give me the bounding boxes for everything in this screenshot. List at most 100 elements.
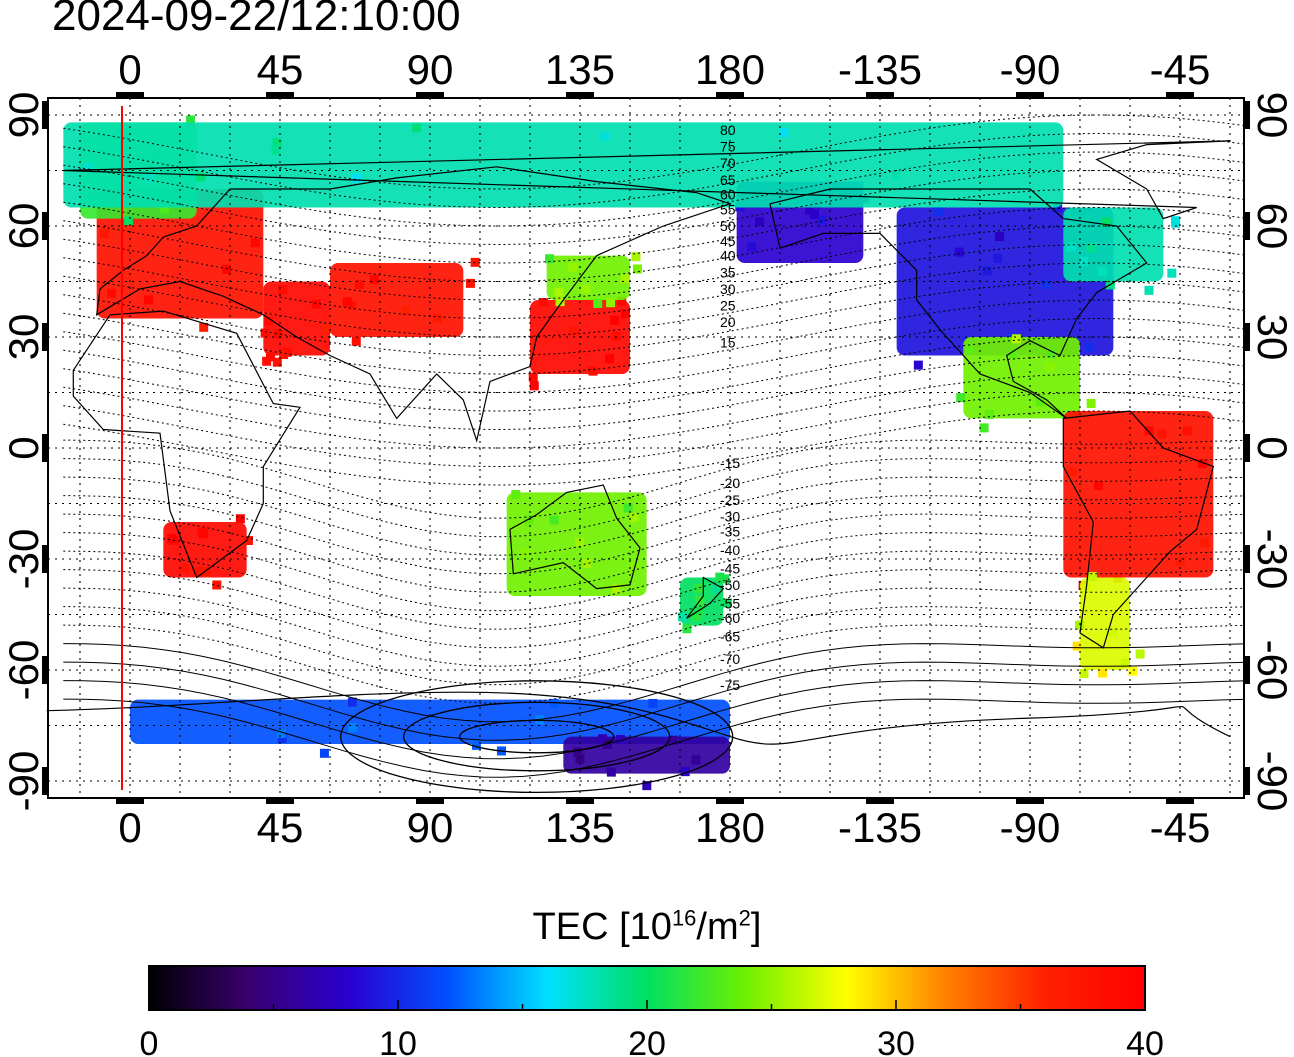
colorbar-ticks: 0 10 20 30 40	[140, 1000, 1164, 1057]
top-tick-mark	[265, 92, 294, 98]
tec-pixel	[620, 309, 630, 319]
tec-pixel	[201, 567, 211, 577]
tec-pixel	[520, 548, 530, 558]
bottom-lon-label: -90	[1000, 804, 1061, 851]
tec-patch-fill	[896, 207, 1114, 356]
bottom-tick-mark	[1165, 798, 1194, 804]
tec-pixel	[465, 278, 475, 288]
tec-pixel	[678, 612, 688, 622]
mlat-contour-loop	[459, 719, 615, 754]
top-tick-mark	[865, 92, 894, 98]
tec-pixel	[511, 490, 521, 500]
contour-label: -75	[720, 677, 740, 693]
tec-pixel	[604, 354, 614, 364]
tec-patch	[260, 281, 330, 367]
tec-pixel	[581, 284, 591, 294]
tec-pixel	[342, 297, 352, 307]
top-tick-mark	[715, 92, 744, 98]
tec-pixel	[632, 264, 642, 274]
mlat-contour	[63, 513, 1244, 593]
mlat-contour	[63, 354, 1244, 431]
tec-pixel	[199, 529, 209, 539]
mlat-contour	[63, 151, 1244, 227]
tec-pixel	[995, 232, 1005, 242]
bottom-lon-label: 135	[545, 804, 615, 851]
mlat-contour	[63, 262, 1244, 338]
tec-pixel	[264, 316, 274, 326]
lat-lon-grid	[48, 98, 1244, 798]
contour-label: 45	[720, 233, 736, 249]
tec-pixel	[954, 247, 964, 257]
left-tick-mark	[42, 545, 48, 573]
left-lat-label: 60	[0, 203, 47, 250]
colorbar-title-exp2: 2	[738, 905, 751, 931]
mlat-contour	[63, 606, 1244, 686]
tec-pixel	[273, 329, 283, 339]
tec-pixel	[411, 123, 421, 133]
bottom-tick-mark	[265, 798, 294, 804]
contour-label: 15	[720, 335, 736, 351]
tec-pixel	[1182, 426, 1192, 436]
tec-pixel	[524, 515, 534, 525]
mlat-contour	[63, 587, 1244, 667]
bottom-tick-mark	[565, 798, 594, 804]
axis-labels: 0 45 90 135 180 -135 -90 -450 45 90 135 180 -135 -90-…	[0, 46, 1294, 851]
tec-pixel	[401, 305, 411, 315]
tec-pixel	[984, 410, 994, 420]
tec-pixel	[529, 381, 539, 391]
tec-pixel	[539, 298, 549, 308]
tec-pixel	[143, 295, 153, 305]
contour-label: 65	[720, 172, 736, 188]
top-tick-mark	[565, 92, 594, 98]
tec-pixel	[568, 262, 578, 272]
tec-pixel	[1066, 242, 1076, 252]
right-tick-mark	[1244, 656, 1250, 684]
tec-pixel	[311, 299, 321, 309]
tec-pixel	[600, 131, 610, 141]
contour-label: 55	[720, 201, 736, 217]
tec-pixel	[1067, 467, 1077, 477]
tec-pixel	[348, 723, 358, 733]
timestamp: 2024-09-22/12:10:00	[52, 0, 461, 40]
tec-pixel	[160, 204, 170, 214]
tec-pixel	[979, 423, 989, 433]
tec-patch	[956, 334, 1096, 433]
tec-pixel	[694, 583, 704, 593]
tec-pixel	[272, 138, 282, 148]
mlat-contour	[63, 299, 1244, 375]
tec-pixel	[755, 217, 765, 227]
right-tick-mark	[1244, 323, 1250, 351]
tec-pixel	[1167, 268, 1177, 278]
top-lon-label: 90	[407, 46, 454, 93]
bottom-lon-label: -45	[1150, 804, 1211, 851]
tec-pixel	[528, 372, 538, 382]
tec-pixel	[260, 328, 270, 338]
tec-pixel	[1197, 459, 1207, 469]
tec-pixel	[805, 205, 815, 215]
tec-pixel	[568, 326, 578, 336]
contour-label: 50	[720, 218, 736, 234]
right-lat-label: 30	[1249, 314, 1294, 361]
right-lat-label: -90	[1249, 751, 1294, 812]
mlat-contour	[63, 280, 1244, 357]
tec-pixel	[965, 344, 975, 354]
tec-pixel	[1009, 349, 1019, 359]
right-lat-label: 90	[1249, 92, 1294, 139]
left-tick-mark	[42, 434, 48, 462]
tec-pixel	[196, 172, 206, 182]
contour-label: -20	[720, 475, 740, 491]
tec-pixel	[1101, 217, 1111, 227]
tec-pixel	[720, 574, 730, 584]
tec-pixel	[545, 254, 555, 264]
tec-pixel	[1086, 243, 1096, 253]
right-tick-mark	[1244, 545, 1250, 573]
tec-pixel	[1079, 668, 1089, 678]
left-tick-mark	[42, 656, 48, 684]
coast-antarctica	[46, 691, 1231, 745]
tec-pixel	[575, 537, 585, 547]
tec-pixel	[167, 534, 177, 544]
tec-pixel	[891, 170, 901, 180]
top-lon-label: 180	[695, 46, 765, 93]
tec-pixel	[319, 748, 329, 758]
contour-label: 75	[720, 138, 736, 154]
